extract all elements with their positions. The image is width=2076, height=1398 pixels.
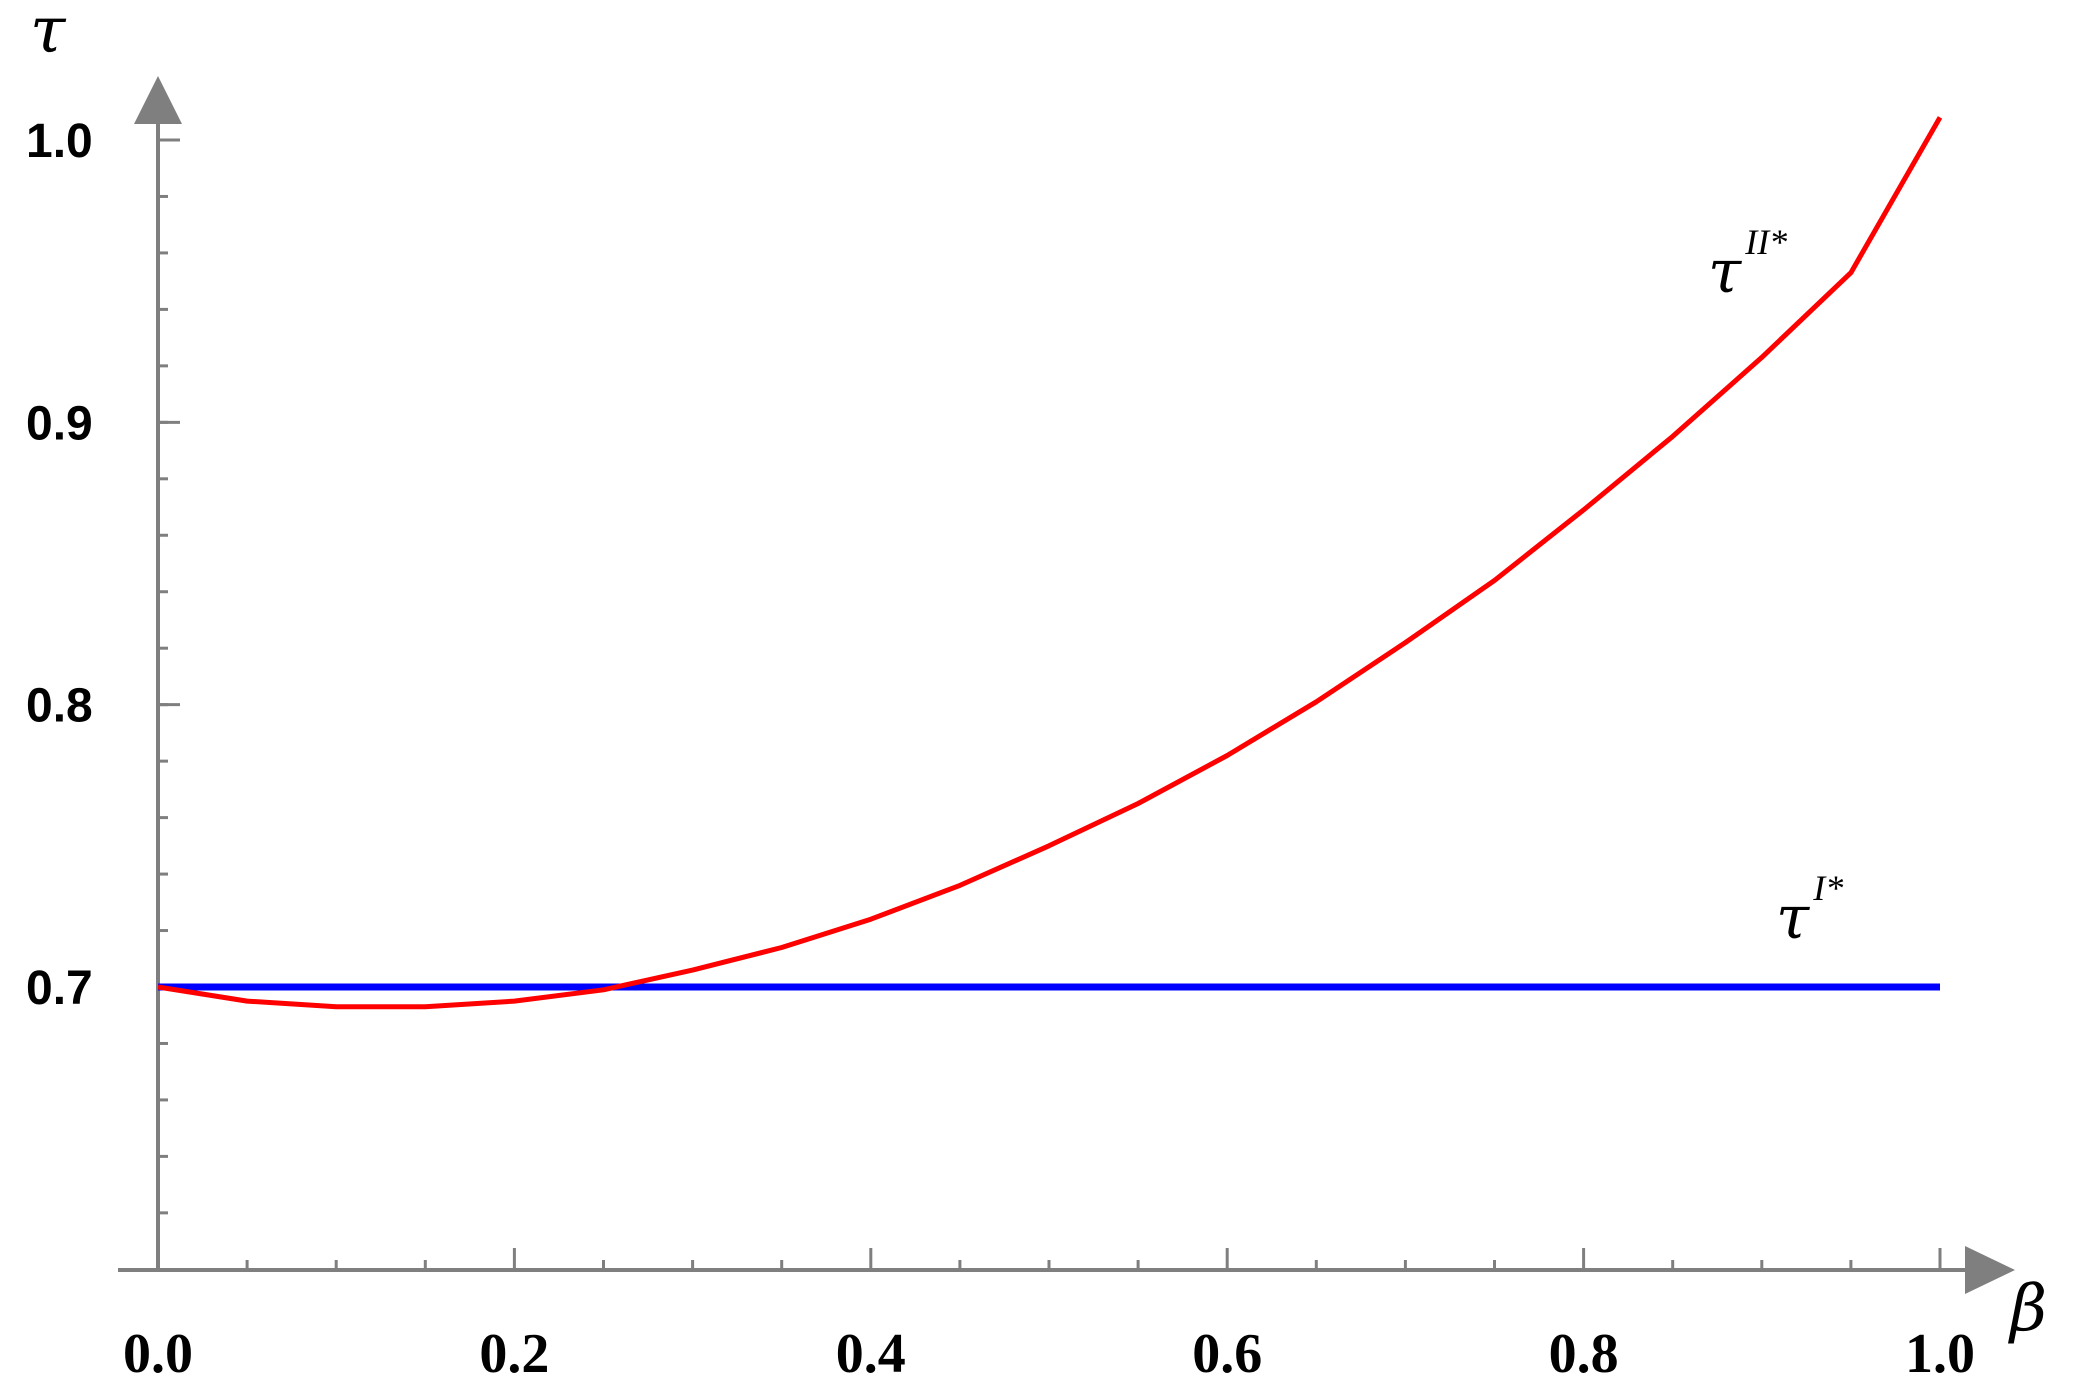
x-tick-label: 1.0 [1905, 1323, 1975, 1385]
x-tick-label: 0.0 [123, 1323, 193, 1385]
x-tick-label: 0.4 [836, 1323, 906, 1385]
series-tau-ii-curve [157, 116, 1943, 1010]
y-axis-label: τ [30, 0, 67, 68]
series-label-tau-ii-base: τ [1708, 237, 1742, 307]
y-tick-label: 0.9 [26, 397, 93, 450]
series-label-tau-i: τ I* [1776, 868, 1843, 953]
series-layer [157, 116, 1943, 1010]
x-tick-label: 0.6 [1192, 1323, 1262, 1385]
series-label-tau-ii-superscript: II* [1744, 222, 1787, 262]
x-axis-label: β [2008, 1272, 2047, 1346]
series-label-tau-i-base: τ [1776, 883, 1810, 953]
y-tick-label: 0.7 [26, 962, 93, 1015]
y-axis-arrow [134, 76, 182, 124]
x-axis-arrow [1965, 1246, 2015, 1294]
x-tick-label: 0.2 [479, 1323, 549, 1385]
axes-layer: 0.0 0.2 0.4 0.6 0.8 1.0 0.7 0.8 0.9 1.0 [26, 76, 2015, 1385]
series-label-tau-i-superscript: I* [1812, 868, 1843, 908]
series-label-tau-ii: τ II* [1708, 222, 1787, 307]
y-tick-label: 1.0 [26, 115, 93, 168]
y-tick-label: 0.8 [26, 680, 93, 733]
x-tick-label: 0.8 [1549, 1323, 1619, 1385]
labels-layer: τ β τ II* τ I* [30, 0, 2047, 1346]
